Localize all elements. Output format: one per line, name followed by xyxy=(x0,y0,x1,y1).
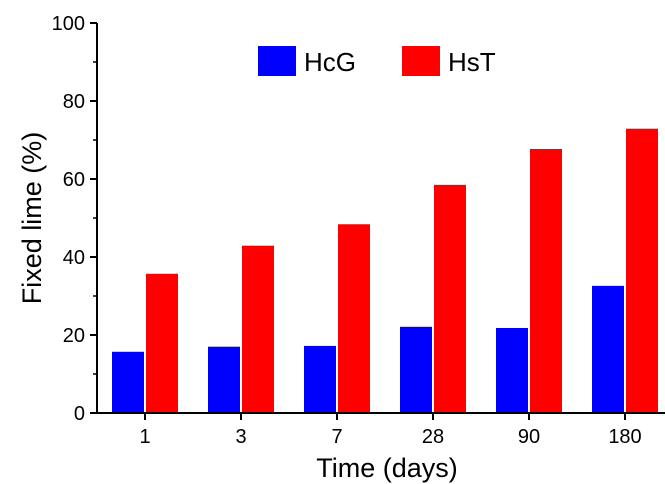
legend-swatch-hcg xyxy=(258,46,296,76)
bar-hst-90 xyxy=(530,148,562,413)
bar-hcg-180 xyxy=(592,285,624,413)
x-axis-ticks: 1 3 7 28 90 180 xyxy=(139,413,642,448)
bar-hst-1 xyxy=(146,273,178,413)
bar-hst-3 xyxy=(242,245,274,413)
y-tick-label: 100 xyxy=(52,13,85,35)
bar-hcg-7 xyxy=(304,345,336,413)
y-tick-label: 60 xyxy=(63,169,85,191)
bar-hst-180 xyxy=(626,128,658,413)
x-tick-label: 3 xyxy=(235,426,246,448)
bar-hcg-28 xyxy=(400,326,432,413)
legend-label-hcg: HcG xyxy=(304,47,356,77)
x-tick-label: 90 xyxy=(518,426,540,448)
legend-swatch-hst xyxy=(402,46,440,76)
y-axis-label: Fixed lime (%) xyxy=(17,132,47,305)
plot-area xyxy=(112,128,658,413)
y-tick-label: 40 xyxy=(63,247,85,269)
x-tick-label: 7 xyxy=(331,426,342,448)
x-tick-label: 1 xyxy=(139,426,150,448)
bar-hcg-3 xyxy=(208,346,240,413)
bar-hcg-90 xyxy=(496,327,528,413)
y-tick-label: 80 xyxy=(63,91,85,113)
bar-hst-7 xyxy=(338,224,370,413)
legend: HcG HsT xyxy=(258,46,496,77)
bar-hcg-1 xyxy=(112,351,144,413)
y-tick-label: 0 xyxy=(74,403,85,425)
x-axis-label: Time (days) xyxy=(316,453,458,483)
bar-hst-28 xyxy=(434,184,466,413)
x-tick-label: 28 xyxy=(422,426,444,448)
x-tick-label: 180 xyxy=(608,426,641,448)
legend-label-hst: HsT xyxy=(448,47,496,77)
y-tick-label: 20 xyxy=(63,325,85,347)
y-axis-ticks: 0 20 40 60 80 100 xyxy=(52,13,97,425)
